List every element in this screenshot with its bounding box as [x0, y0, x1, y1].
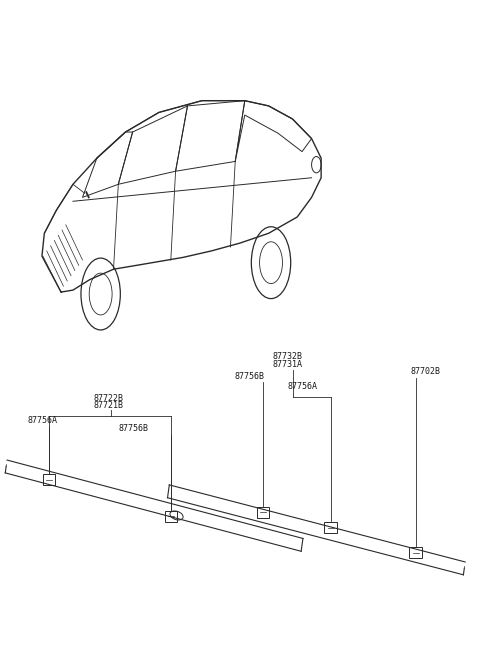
Text: 87722B: 87722B	[94, 394, 123, 403]
Bar	[324, 522, 337, 533]
Bar	[257, 506, 269, 518]
Text: 87756A: 87756A	[28, 417, 58, 425]
Text: 87756A: 87756A	[288, 382, 318, 392]
Text: 87756B: 87756B	[234, 372, 264, 381]
Text: 87702B: 87702B	[411, 367, 441, 376]
Text: 87731A: 87731A	[273, 360, 302, 369]
Bar	[165, 510, 177, 522]
Text: 87756B: 87756B	[118, 424, 148, 433]
Text: 87732B: 87732B	[273, 352, 302, 361]
Bar	[409, 547, 422, 558]
Text: 87721B: 87721B	[94, 401, 123, 411]
Bar	[43, 474, 55, 485]
